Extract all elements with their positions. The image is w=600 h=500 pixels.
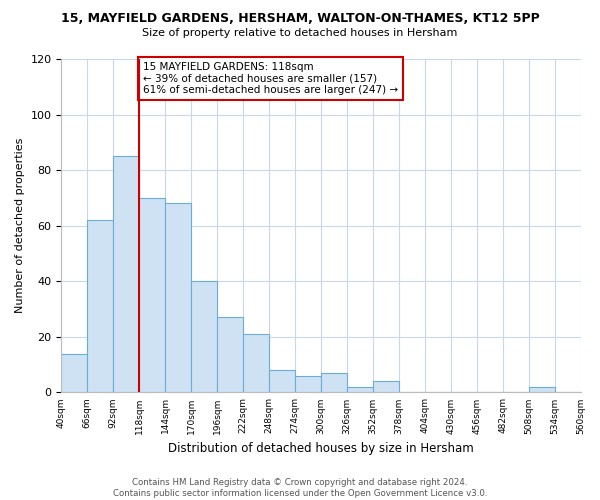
Bar (321, 373, 347, 392)
Bar (113, 156, 139, 392)
Bar (88, 220, 113, 392)
Bar (243, 334, 269, 392)
Bar (217, 318, 243, 392)
Bar (373, 382, 399, 392)
Bar (165, 204, 191, 392)
Bar (529, 387, 554, 392)
Y-axis label: Number of detached properties: Number of detached properties (15, 138, 25, 314)
X-axis label: Distribution of detached houses by size in Hersham: Distribution of detached houses by size … (168, 442, 474, 455)
Bar (295, 376, 321, 392)
Bar (191, 282, 217, 393)
Bar (139, 198, 165, 392)
Text: Size of property relative to detached houses in Hersham: Size of property relative to detached ho… (142, 28, 458, 38)
Text: 15, MAYFIELD GARDENS, HERSHAM, WALTON-ON-THAMES, KT12 5PP: 15, MAYFIELD GARDENS, HERSHAM, WALTON-ON… (61, 12, 539, 26)
Bar (347, 387, 373, 392)
Text: 15 MAYFIELD GARDENS: 118sqm
← 39% of detached houses are smaller (157)
61% of se: 15 MAYFIELD GARDENS: 118sqm ← 39% of det… (143, 62, 398, 95)
Bar (269, 370, 295, 392)
Bar (61, 354, 88, 393)
Text: Contains HM Land Registry data © Crown copyright and database right 2024.
Contai: Contains HM Land Registry data © Crown c… (113, 478, 487, 498)
